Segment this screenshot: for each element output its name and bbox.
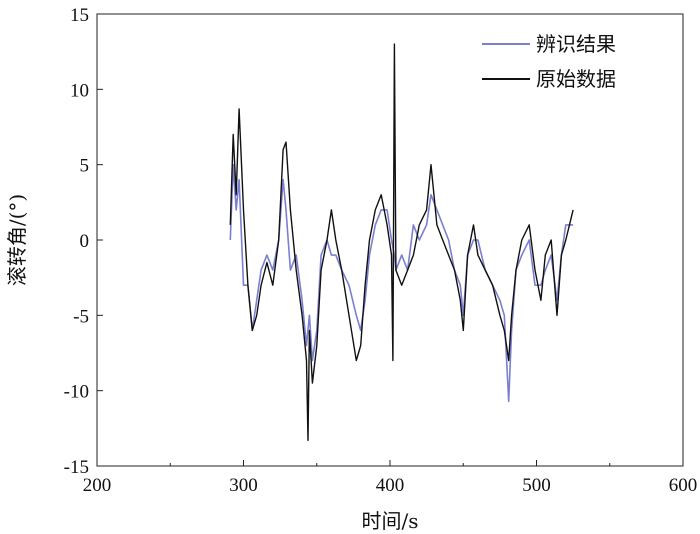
y-tick-label: -10 (64, 382, 89, 403)
y-tick-label: 15 (70, 5, 89, 26)
legend: 辨识结果 原始数据 (482, 32, 616, 91)
y-tick-label: 5 (80, 156, 90, 177)
legend-label-original: 原始数据 (536, 67, 616, 91)
x-tick-label: 600 (669, 475, 698, 496)
x-tick-label: 200 (83, 475, 112, 496)
x-axis-label: 时间/s (361, 509, 418, 533)
y-tick-label: -5 (73, 306, 89, 327)
y-tick-label: -15 (64, 457, 89, 478)
y-tick-label: 0 (80, 231, 90, 252)
x-tick-label: 300 (229, 475, 258, 496)
legend-label-identified: 辨识结果 (536, 32, 616, 56)
x-tick-label: 400 (376, 475, 405, 496)
series-line-identified (229, 163, 574, 403)
series-line-original (229, 43, 574, 442)
y-axis-label: 滚转角/(°) (5, 194, 29, 286)
y-tick-label: 10 (70, 80, 89, 101)
x-tick-label: 500 (522, 475, 551, 496)
